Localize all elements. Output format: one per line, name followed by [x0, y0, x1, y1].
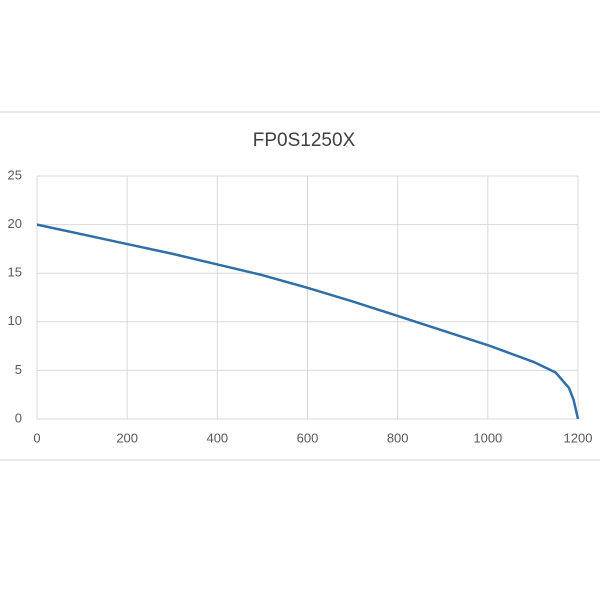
- y-tick-label: 20: [8, 216, 22, 231]
- x-tick-label: 400: [206, 430, 228, 445]
- y-tick-label: 0: [15, 410, 22, 425]
- x-tick-label: 800: [387, 430, 409, 445]
- y-tick-label: 10: [8, 313, 22, 328]
- line-series: [36, 223, 580, 420]
- x-tick-label: 0: [33, 430, 40, 445]
- x-tick-label: 1200: [564, 430, 593, 445]
- x-tick-label: 600: [297, 430, 319, 445]
- x-tick-label: 1000: [473, 430, 502, 445]
- chart-title: FP0S1250X: [253, 130, 356, 151]
- x-tick-label: 200: [116, 430, 138, 445]
- y-tick-label: 5: [15, 362, 22, 377]
- y-tick-label: 15: [8, 265, 22, 280]
- y-tick-label: 25: [8, 167, 22, 182]
